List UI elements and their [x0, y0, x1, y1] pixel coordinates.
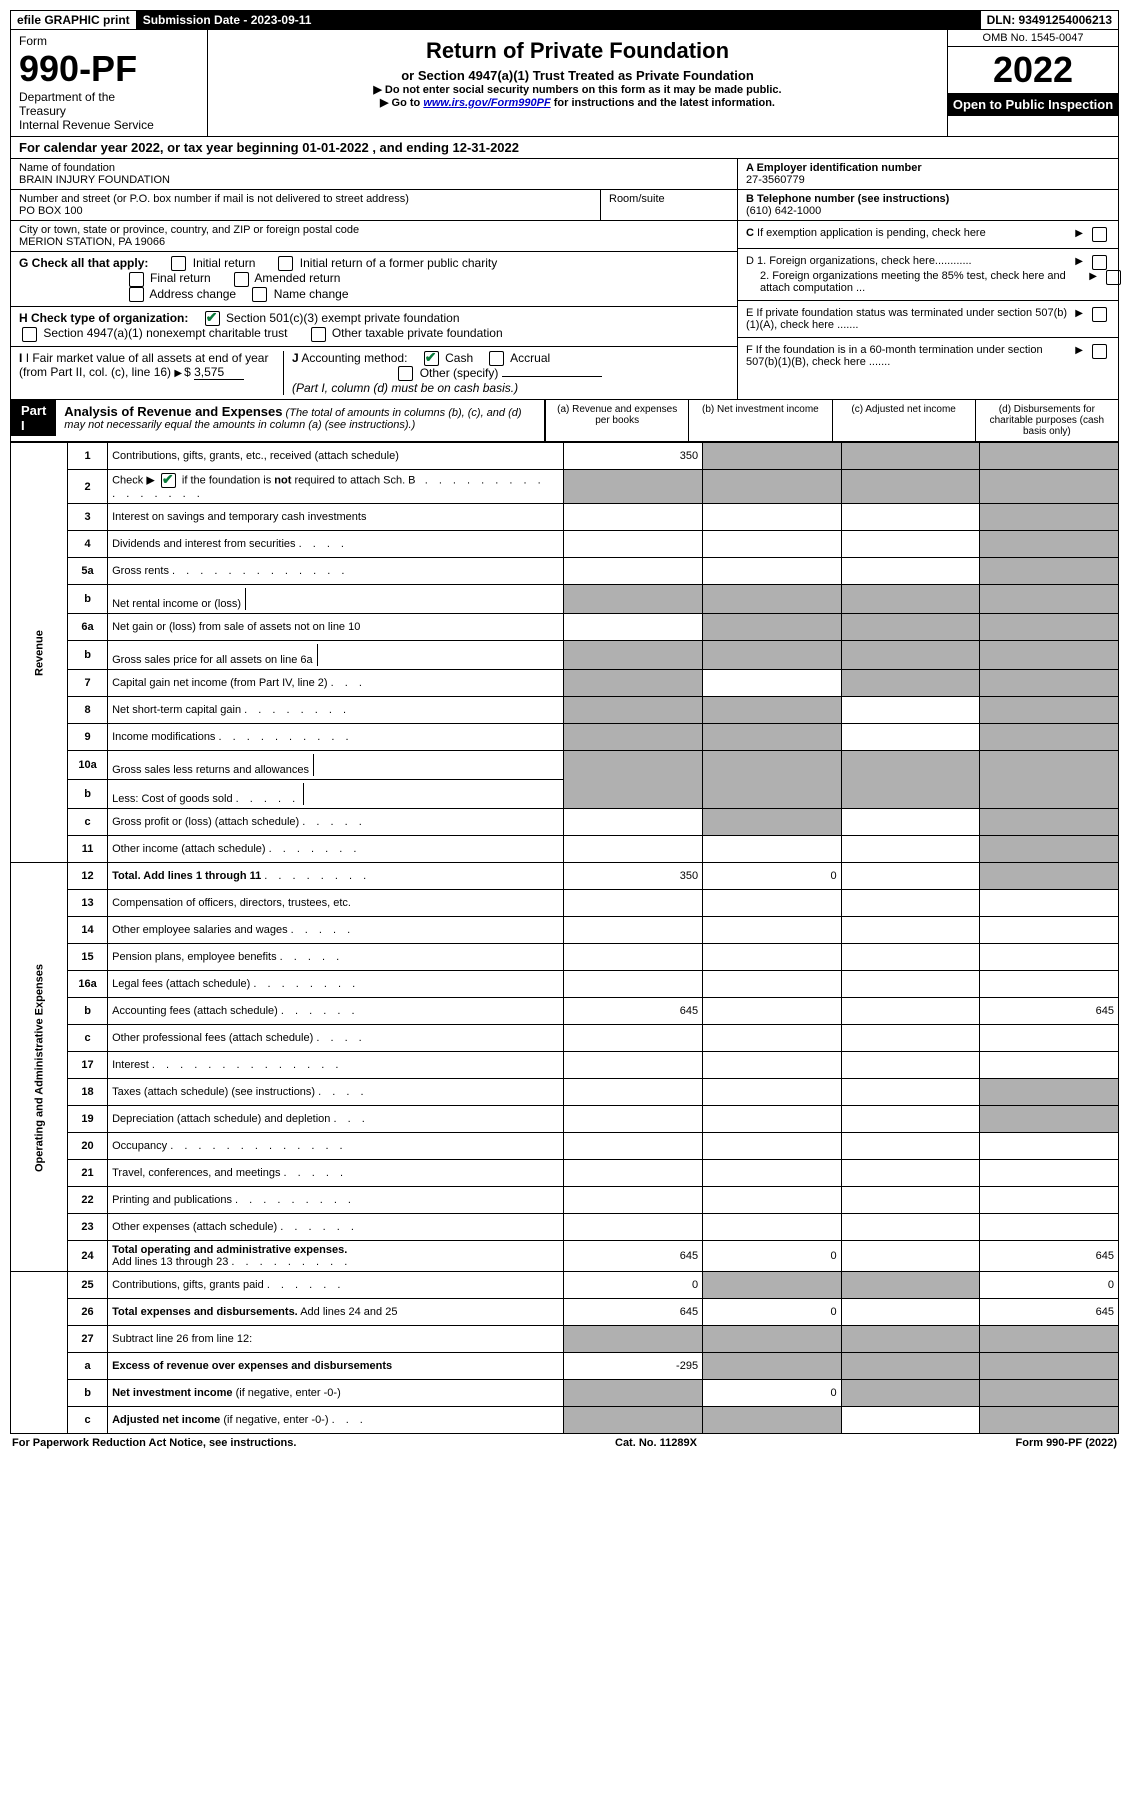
c-line: C C If exemption application is pending,… [738, 221, 1118, 249]
checkbox-other-taxable[interactable] [311, 327, 326, 342]
dept-line2: Treasury [19, 104, 199, 118]
form-header: Form 990-PF Department of the Treasury I… [10, 30, 1119, 137]
checkbox-final-return[interactable] [129, 272, 144, 287]
dept-line1: Department of the [19, 90, 199, 104]
form-note1: ▶ Do not enter social security numbers o… [212, 83, 943, 96]
calendar-year-line: For calendar year 2022, or tax year begi… [10, 137, 1119, 159]
revenue-side-label: Revenue [11, 443, 68, 863]
dept-line3: Internal Revenue Service [19, 118, 199, 132]
foundation-name-cell: Name of foundation BRAIN INJURY FOUNDATI… [11, 159, 737, 190]
d-line: D 1. Foreign organizations, check here..… [738, 249, 1118, 301]
street-cell: Number and street (or P.O. box number if… [11, 190, 600, 220]
phone-cell: B Telephone number (see instructions) (6… [738, 190, 1118, 221]
checkbox-501c3[interactable] [205, 311, 220, 326]
checkbox-other-method[interactable] [398, 366, 413, 381]
b-label: B Telephone number (see instructions) [746, 193, 1110, 205]
tax-year: 2022 [948, 47, 1118, 93]
omb-number: OMB No. 1545-0047 [948, 30, 1118, 47]
room-label: Room/suite [609, 193, 729, 205]
checkbox-name-change[interactable] [252, 287, 267, 302]
footer-left: For Paperwork Reduction Act Notice, see … [12, 1437, 296, 1449]
irs-link[interactable]: www.irs.gov/Form990PF [423, 97, 550, 109]
efile-button[interactable]: efile GRAPHIC print [11, 11, 137, 29]
checkbox-cash[interactable] [424, 351, 439, 366]
city-label: City or town, state or province, country… [19, 224, 729, 236]
header-right: OMB No. 1545-0047 2022 Open to Public In… [947, 30, 1118, 136]
info-right: A Employer identification number 27-3560… [737, 159, 1118, 399]
info-left: Name of foundation BRAIN INJURY FOUNDATI… [11, 159, 737, 399]
checkbox-initial-former[interactable] [278, 256, 293, 271]
col-a-head: (a) Revenue and expenses per books [545, 400, 688, 441]
check-section: G Check all that apply: Initial return I… [11, 252, 737, 399]
dln-number: DLN: 93491254006213 [981, 11, 1118, 29]
h-line: H Check type of organization: Section 50… [11, 307, 737, 347]
open-public-badge: Open to Public Inspection [948, 93, 1118, 116]
fmv-value: 3,575 [194, 365, 244, 380]
col-b-head: (b) Net investment income [688, 400, 831, 441]
checkbox-initial-return[interactable] [171, 256, 186, 271]
checkbox-c[interactable] [1092, 227, 1107, 242]
g-line: G Check all that apply: Initial return I… [11, 252, 737, 307]
col-c-head: (c) Adjusted net income [832, 400, 975, 441]
form-note2: ▶ Go to www.irs.gov/Form990PF for instru… [212, 96, 943, 109]
e-line: E If private foundation status was termi… [738, 301, 1118, 338]
checkbox-d1[interactable] [1092, 255, 1107, 270]
submission-date: Submission Date - 2023-09-11 [137, 11, 319, 29]
city-cell: City or town, state or province, country… [11, 221, 737, 252]
room-suite-cell: Room/suite [600, 190, 737, 220]
page-footer: For Paperwork Reduction Act Notice, see … [10, 1434, 1119, 1452]
ij-line: I I Fair market value of all assets at e… [11, 347, 737, 400]
f-line: F If the foundation is in a 60-month ter… [738, 338, 1118, 374]
j-note: (Part I, column (d) must be on cash basi… [292, 381, 518, 395]
checkbox-accrual[interactable] [489, 351, 504, 366]
expenses-side-label: Operating and Administrative Expenses [11, 863, 68, 1272]
spacer [318, 11, 980, 29]
part1-desc: Analysis of Revenue and Expenses (The to… [56, 400, 544, 441]
ein-value: 27-3560779 [746, 174, 1110, 186]
checkbox-f[interactable] [1092, 344, 1107, 359]
part1-header-row: Part I Analysis of Revenue and Expenses … [10, 400, 1119, 442]
checkbox-amended[interactable] [234, 272, 249, 287]
part1-badge: Part I [11, 400, 56, 436]
checkbox-address-change[interactable] [129, 287, 144, 302]
checkbox-d2[interactable] [1106, 270, 1121, 285]
checkbox-sch-b[interactable] [161, 473, 176, 488]
form-number: 990-PF [19, 48, 199, 90]
ein-cell: A Employer identification number 27-3560… [738, 159, 1118, 190]
header-center: Return of Private Foundation or Section … [208, 30, 947, 136]
part1-table: Revenue 1 Contributions, gifts, grants, … [10, 442, 1119, 1434]
foundation-name: BRAIN INJURY FOUNDATION [19, 174, 729, 186]
city-value: MERION STATION, PA 19066 [19, 236, 729, 248]
form-subtitle: or Section 4947(a)(1) Trust Treated as P… [212, 68, 943, 83]
form-title: Return of Private Foundation [212, 38, 943, 64]
checkbox-e[interactable] [1092, 307, 1107, 322]
name-label: Name of foundation [19, 162, 729, 174]
footer-center: Cat. No. 11289X [615, 1437, 697, 1449]
street-value: PO BOX 100 [19, 205, 592, 217]
a-label: A Employer identification number [746, 162, 1110, 174]
top-bar: efile GRAPHIC print Submission Date - 20… [10, 10, 1119, 30]
footer-right: Form 990-PF (2022) [1016, 1437, 1118, 1449]
checkbox-4947[interactable] [22, 327, 37, 342]
phone-value: (610) 642-1000 [746, 205, 1110, 217]
col-d-head: (d) Disbursements for charitable purpose… [975, 400, 1118, 441]
info-section: Name of foundation BRAIN INJURY FOUNDATI… [10, 159, 1119, 400]
form-label: Form [19, 34, 199, 48]
street-label: Number and street (or P.O. box number if… [19, 193, 592, 205]
header-left: Form 990-PF Department of the Treasury I… [11, 30, 208, 136]
